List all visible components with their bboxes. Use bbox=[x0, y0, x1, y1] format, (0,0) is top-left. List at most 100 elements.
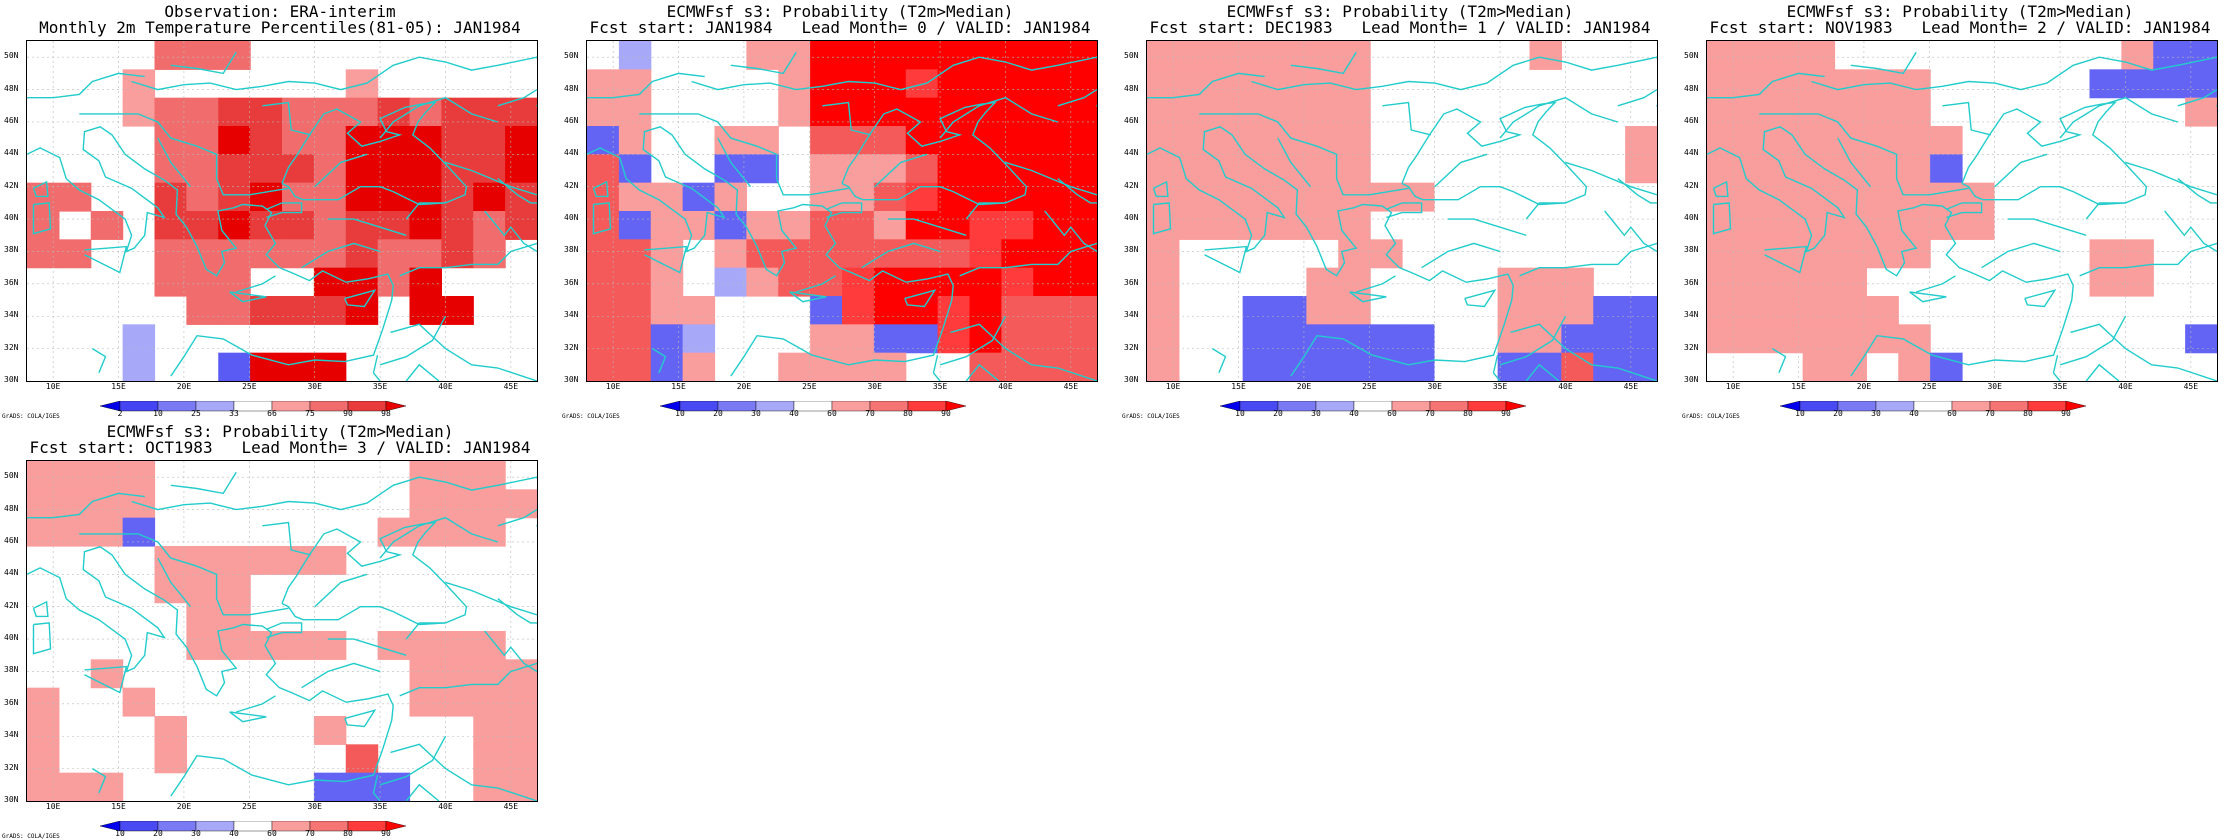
coastline bbox=[730, 51, 797, 75]
panel-subtitle: Monthly 2m Temperature Percentiles(81-05… bbox=[39, 18, 521, 37]
colorbar-label: 40 bbox=[229, 829, 239, 838]
grid-cell bbox=[90, 461, 124, 490]
colorbar-label: 30 bbox=[191, 829, 201, 838]
grid-cell bbox=[58, 461, 92, 490]
coastline bbox=[1147, 72, 1265, 99]
grid-cell bbox=[250, 211, 283, 240]
grid-cell bbox=[154, 154, 187, 184]
colorbar-label: 90 bbox=[2061, 409, 2071, 418]
grid-cell bbox=[1834, 154, 1867, 184]
grid-cell bbox=[218, 211, 251, 240]
coastline bbox=[266, 622, 303, 639]
grid-cell bbox=[1274, 182, 1307, 212]
coastline bbox=[1251, 56, 1657, 91]
colorbar-label: 40 bbox=[1909, 409, 1919, 418]
grid-cell bbox=[409, 154, 442, 184]
colorbar-label: 30 bbox=[1871, 409, 1881, 418]
coastline bbox=[2164, 210, 2217, 253]
coastline bbox=[644, 245, 688, 274]
coastline bbox=[32, 622, 52, 655]
lon-tick-label: 10E bbox=[1725, 382, 1741, 391]
map-svg bbox=[1147, 41, 1657, 381]
grid-cell bbox=[842, 211, 875, 240]
coastline bbox=[84, 665, 128, 694]
coastline bbox=[822, 101, 871, 136]
grid-cell bbox=[473, 126, 506, 155]
grid-cell bbox=[313, 296, 347, 325]
coastline bbox=[1707, 72, 1825, 99]
grid-cell bbox=[1529, 41, 1562, 70]
map-svg bbox=[587, 41, 1097, 381]
lon-tick-label: 25E bbox=[242, 382, 257, 391]
lat-tick-label: 46N bbox=[4, 115, 19, 125]
grid-cell bbox=[250, 631, 283, 660]
coastline bbox=[1499, 315, 1567, 366]
coastline bbox=[262, 101, 311, 136]
grid-cell bbox=[587, 239, 620, 269]
grid-cell bbox=[1370, 352, 1403, 381]
grid-cell bbox=[1033, 182, 1066, 212]
grid-cell bbox=[1338, 267, 1371, 297]
panel-subtitle: Fcst start: NOV1983 Lead Month= 2 / VALI… bbox=[1709, 18, 2211, 37]
grid-cell bbox=[250, 182, 283, 212]
coastline bbox=[789, 291, 827, 303]
grid-cell bbox=[218, 352, 251, 381]
grid-cell bbox=[313, 239, 347, 269]
lon-tick-label: 25E bbox=[802, 382, 817, 391]
grid-cell bbox=[618, 267, 652, 297]
coastline bbox=[405, 363, 440, 381]
coastline bbox=[1355, 275, 1396, 293]
grid-cell bbox=[1738, 41, 1772, 70]
grid-cell bbox=[650, 239, 684, 269]
coastline bbox=[1005, 161, 1097, 196]
grid-cell bbox=[122, 461, 156, 490]
grid-cell bbox=[1178, 69, 1212, 99]
grid-cell bbox=[409, 461, 442, 490]
coastline bbox=[281, 521, 468, 626]
grid-cell bbox=[1770, 267, 1804, 297]
coastline bbox=[826, 202, 863, 219]
coastline bbox=[841, 101, 1028, 206]
grid-cell bbox=[1001, 296, 1034, 325]
grid-cell bbox=[409, 687, 442, 717]
grads-credit: GrADS: COLA/IGES bbox=[2, 413, 60, 420]
grid-cell bbox=[1898, 69, 1931, 99]
grid-cell bbox=[810, 126, 843, 155]
grid-cell bbox=[27, 211, 60, 240]
panel-lead-3: ECMWFsf s3: Probability (T2m>Median) Fcst… bbox=[0, 420, 560, 840]
grid-cell bbox=[1338, 154, 1371, 184]
lon-tick-label: 40E bbox=[438, 802, 453, 811]
grid-cell bbox=[1147, 352, 1180, 381]
grid-cell bbox=[1529, 296, 1562, 325]
grid-cell bbox=[587, 182, 620, 212]
lon-tick-label: 30E bbox=[1987, 382, 2002, 391]
lon-tick-label: 35E bbox=[372, 382, 388, 391]
grid-cell bbox=[313, 631, 347, 660]
colorbar-label: 33 bbox=[229, 409, 239, 418]
coastline bbox=[327, 218, 407, 236]
grid-cell bbox=[1834, 239, 1867, 269]
grid-cell bbox=[1065, 324, 1097, 354]
lat-tick-label: 42N bbox=[564, 180, 579, 190]
grid-cell bbox=[842, 352, 875, 381]
lat-tick-label: 36N bbox=[1684, 277, 1699, 287]
coastline bbox=[1057, 89, 1097, 107]
grads-credit: GrADS: COLA/IGES bbox=[562, 413, 620, 420]
grid-cell bbox=[2121, 69, 2154, 99]
grid-cell bbox=[682, 296, 716, 325]
grid-cell bbox=[937, 69, 971, 99]
grid-cell bbox=[1338, 352, 1371, 381]
lat-tick-label: 36N bbox=[1124, 277, 1139, 287]
grid-cell bbox=[186, 211, 219, 240]
grid-cell bbox=[1242, 41, 1276, 70]
colorbar-label: 25 bbox=[191, 409, 201, 418]
colorbar-label: 80 bbox=[343, 829, 353, 838]
lat-tick-label: 40N bbox=[1684, 213, 1699, 223]
panel-subtitle: Fcst start: JAN1984 Lead Month= 0 / VALI… bbox=[589, 18, 1091, 37]
coastline bbox=[1764, 245, 1808, 274]
coastline bbox=[1981, 242, 2061, 269]
colorbar-label: 80 bbox=[1463, 409, 1473, 418]
grid-cell bbox=[441, 211, 474, 240]
grid-cell bbox=[122, 352, 156, 381]
coastline bbox=[1617, 178, 1657, 204]
